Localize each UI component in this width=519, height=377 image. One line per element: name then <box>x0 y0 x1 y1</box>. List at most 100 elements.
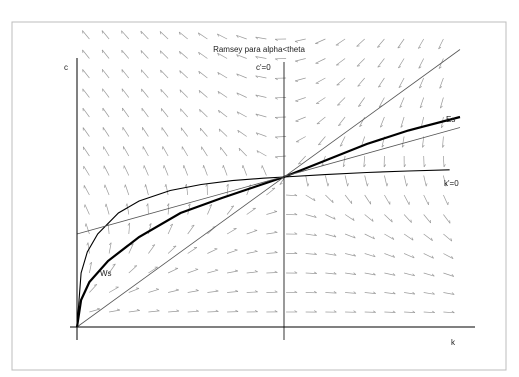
field-arrow-head <box>89 261 92 265</box>
field-arrow-head <box>339 144 343 147</box>
field-arrow <box>404 311 416 313</box>
field-arrow-head <box>451 256 454 259</box>
field-arrow <box>236 54 247 59</box>
field-arrow-head <box>410 219 412 223</box>
field-arrow <box>148 244 156 254</box>
field-arrow <box>220 146 228 157</box>
field-arrow <box>439 77 444 89</box>
field-arrow <box>404 292 415 295</box>
field-arrow-head <box>198 90 201 94</box>
field-arrow-head <box>135 287 140 289</box>
field-arrow <box>344 233 356 239</box>
field-arrow <box>167 223 174 235</box>
field-arrow <box>298 155 306 165</box>
field-arrow <box>121 49 130 59</box>
field-arrow-head <box>295 120 299 122</box>
field-arrow <box>316 116 326 125</box>
field-arrow-head <box>136 308 140 311</box>
field-arrow <box>294 38 306 42</box>
field-arrow <box>108 263 116 274</box>
field-arrow-head <box>294 212 298 216</box>
field-arrow-head <box>274 250 278 253</box>
field-arrow-head <box>392 310 396 313</box>
field-arrow <box>439 97 444 109</box>
field-arrow-head <box>254 290 258 293</box>
field-arrow-head <box>347 183 349 187</box>
field-arrow <box>180 108 188 118</box>
field-arrow <box>256 150 267 157</box>
field-arrow <box>236 92 247 98</box>
field-arrow-head <box>294 41 299 43</box>
field-arrow <box>338 116 346 126</box>
field-arrow-head <box>425 183 428 187</box>
field-arrow-head <box>159 50 162 54</box>
field-arrow-head <box>184 183 187 187</box>
field-arrow <box>109 309 120 313</box>
field-arrow <box>364 253 376 258</box>
field-arrow-head <box>294 232 298 235</box>
field-arrow-head <box>392 273 396 276</box>
field-arrow-head <box>241 165 244 169</box>
field-arrow-head <box>383 164 386 168</box>
field-arrow <box>246 271 258 274</box>
k-dot-zero-curve-line <box>76 169 450 328</box>
field-arrow-head <box>380 125 383 128</box>
field-arrow-head <box>353 310 357 313</box>
c-dot-zero-label: c'=0 <box>256 63 271 72</box>
field-arrow-head <box>127 222 130 226</box>
field-arrow-head <box>274 38 278 42</box>
field-arrow <box>126 203 130 215</box>
field-arrow <box>198 32 208 40</box>
field-arrow <box>89 262 92 274</box>
field-arrow <box>305 272 317 274</box>
field-arrow-head <box>356 45 360 47</box>
field-arrow <box>356 38 365 47</box>
field-arrow <box>159 31 169 40</box>
field-arrow-head <box>318 143 322 146</box>
field-arrow <box>363 155 366 168</box>
field-arrow-head <box>148 223 152 226</box>
field-arrow-head <box>451 310 455 314</box>
field-arrow <box>344 194 353 204</box>
field-arrow <box>335 38 346 46</box>
field-arrow-head <box>333 216 336 220</box>
field-arrow-head <box>399 105 403 108</box>
field-arrow-head <box>235 309 239 312</box>
field-arrow-head <box>377 46 381 48</box>
field-arrow <box>305 194 316 202</box>
field-arrow <box>442 136 444 148</box>
field-arrow-head <box>333 291 337 294</box>
field-arrow <box>237 129 247 137</box>
field-arrow <box>187 268 199 274</box>
field-arrow <box>399 97 405 108</box>
field-arrow <box>246 207 256 215</box>
field-arrow <box>295 136 306 143</box>
field-arrow-head <box>314 290 317 294</box>
field-arrow <box>377 38 385 48</box>
field-arrow <box>102 107 110 118</box>
field-arrow-head <box>411 237 414 241</box>
field-arrow <box>246 230 258 235</box>
field-arrow <box>160 88 169 98</box>
field-arrow <box>342 155 346 167</box>
field-arrow-head <box>443 164 446 168</box>
field-arrow-head <box>333 272 337 275</box>
field-arrow-head <box>104 203 107 207</box>
field-arrow <box>128 265 138 274</box>
field-arrow <box>121 88 130 98</box>
field-arrow-head <box>398 66 402 69</box>
field-arrow-head <box>378 105 382 108</box>
field-arrow-head <box>254 229 258 231</box>
field-arrow-head <box>442 144 445 148</box>
field-arrow-head <box>191 224 195 227</box>
field-arrow <box>443 155 445 168</box>
field-arrow-head <box>314 215 317 218</box>
field-arrow <box>316 97 326 104</box>
field-arrow-head <box>255 94 259 98</box>
field-arrow <box>123 165 130 176</box>
field-arrow <box>364 233 375 240</box>
field-arrow <box>403 233 414 241</box>
field-arrow-head <box>314 233 317 236</box>
field-arrow <box>200 127 208 137</box>
